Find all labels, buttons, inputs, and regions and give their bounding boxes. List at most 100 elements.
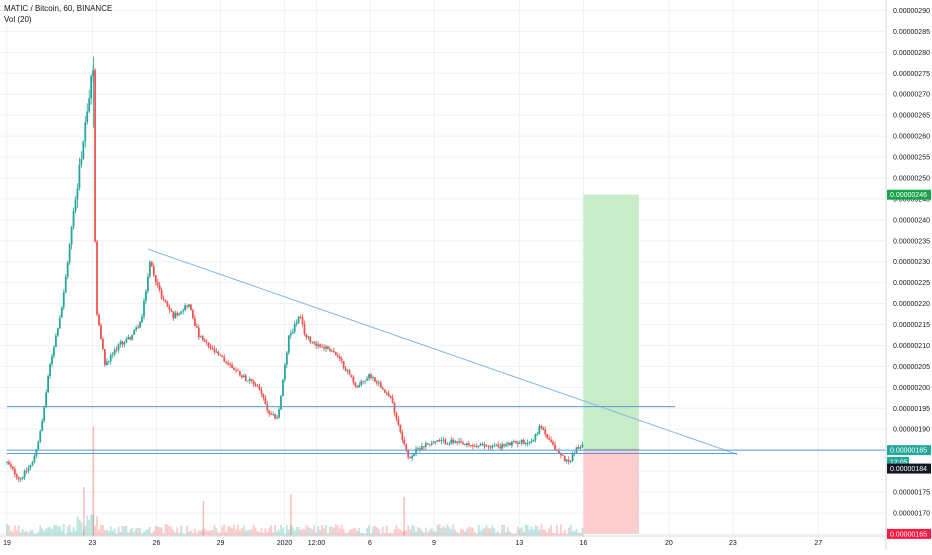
volume-bar (219, 532, 222, 536)
y-tick-label: 0.00000255 (893, 155, 930, 162)
candle-body (313, 341, 316, 344)
candle-body (469, 445, 472, 446)
candle-body (37, 441, 40, 450)
candle-body (299, 316, 302, 318)
candle-body (8, 461, 10, 465)
candle-body (158, 285, 161, 291)
volume-bar (133, 531, 136, 536)
candle-body (464, 443, 466, 446)
volume-legend[interactable]: Vol (20) (4, 15, 32, 24)
volume-bar (260, 527, 263, 536)
drawings[interactable] (7, 248, 886, 455)
symbol-legend[interactable]: MATIC / Bitcoin, 60, BINANCE (4, 4, 113, 13)
candle-body (497, 444, 500, 447)
price-tag: 0.00000184 (887, 463, 931, 474)
x-tick-label: 26 (153, 540, 161, 547)
candle-body (272, 414, 275, 415)
volume-bar (229, 526, 232, 536)
candle-body (276, 417, 278, 419)
candle-body (105, 361, 108, 366)
candle-body (21, 477, 24, 479)
candle-body (284, 364, 286, 380)
candle-body (262, 393, 265, 398)
volume-bar (536, 525, 539, 536)
candle-body (362, 381, 365, 382)
volume-bar (137, 527, 140, 536)
volume-bar (240, 528, 243, 536)
candle-body (428, 444, 431, 446)
volume-bar (350, 529, 353, 536)
volume-bar (170, 526, 173, 536)
price-tag: 0.00000246 (887, 189, 931, 200)
volume-bar (68, 524, 71, 536)
volume-bar (82, 530, 85, 536)
descending-trendline (147, 248, 738, 455)
volume-bar (421, 530, 423, 536)
candle-body (141, 316, 143, 322)
candle-body (374, 377, 376, 382)
candle-body (184, 305, 186, 311)
volume-bar (507, 527, 509, 536)
candle-body (58, 317, 61, 329)
volume-bar (571, 530, 574, 536)
volume-bar (385, 525, 388, 536)
candle-body (297, 316, 300, 323)
candle-body (329, 349, 331, 351)
candle-body (534, 434, 537, 441)
volume-bar (497, 531, 500, 536)
volume-bar (203, 528, 206, 536)
volume-bar (115, 533, 118, 536)
volume-bar (464, 531, 466, 536)
candle-body (518, 442, 521, 444)
candle-body (135, 327, 138, 330)
volume-bar (313, 524, 316, 536)
y-tick-label: 0.00000215 (893, 322, 930, 329)
volume-bar (397, 528, 400, 536)
candle-body (98, 314, 100, 326)
volume-bar (215, 528, 218, 536)
candle-body (473, 446, 476, 448)
candle-body (160, 290, 163, 299)
y-tick-label: 0.00000265 (893, 113, 930, 120)
candle-body (458, 441, 460, 443)
candle-body (452, 439, 455, 443)
volume-bar (356, 531, 359, 536)
volume-bar (172, 529, 175, 536)
x-tick-label: 2020 (277, 540, 293, 547)
volume-bar (518, 528, 521, 536)
candle-body (467, 443, 470, 446)
candle-body (109, 355, 112, 362)
volume-bar (225, 531, 228, 536)
volume-bar (152, 530, 155, 536)
volume-bar (238, 530, 241, 536)
volume-bar (346, 532, 349, 536)
candle-body (53, 347, 55, 357)
candle-body (107, 361, 110, 363)
candle-body (17, 477, 20, 480)
candle-body (561, 455, 564, 456)
volume-bar (452, 524, 455, 536)
volume-bar (96, 516, 98, 536)
volume-bar (411, 524, 414, 536)
volume-bar (299, 529, 302, 536)
volume-bar (403, 531, 406, 536)
candle-body (307, 336, 310, 338)
candle-body (268, 410, 271, 414)
volume-bar (262, 532, 265, 536)
candle-body (391, 397, 394, 403)
candle-body (426, 443, 429, 445)
volume-bar (516, 526, 519, 536)
candle-body (389, 395, 392, 398)
candle-body (581, 444, 584, 448)
volume-bar (579, 533, 582, 536)
candle-body (100, 325, 102, 339)
candles (6, 56, 584, 483)
volume-bar (462, 529, 464, 536)
candle-body (231, 364, 233, 369)
volume-bar (454, 530, 457, 536)
candle-body (405, 444, 408, 450)
candle-body (256, 386, 259, 387)
volume-bar (211, 530, 214, 536)
